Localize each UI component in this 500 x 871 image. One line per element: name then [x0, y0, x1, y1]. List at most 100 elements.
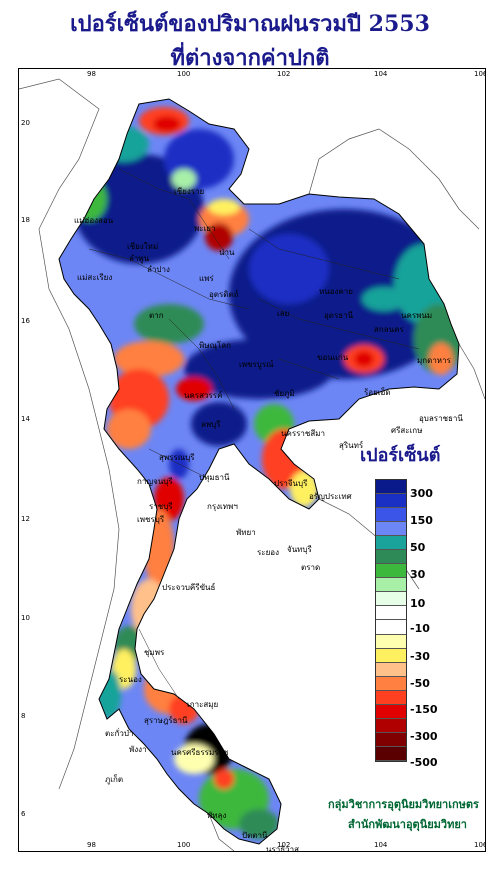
- lon-tick-98: 98: [87, 70, 96, 78]
- legend-swatch: [376, 522, 406, 537]
- city-label: เชียงราย: [174, 187, 205, 196]
- rainfall-map: [19, 78, 485, 851]
- lat-tick-6: 6: [21, 810, 26, 818]
- city-label: เพชรบุรี: [137, 515, 165, 524]
- city-label: เพชรบูรณ์: [239, 360, 274, 369]
- lon-tick-bottom-98: 98: [87, 841, 96, 849]
- legend-swatch: [376, 592, 406, 607]
- city-label: ปราจีนบุรี: [274, 479, 308, 488]
- legend-label: 150: [410, 514, 433, 527]
- lon-tick-bottom-100: 100: [177, 841, 191, 849]
- city-label: อรัญประเทศ: [309, 492, 352, 501]
- map-frame: 98 100 102 104 106 20 18 16 14 12 10 8 6…: [18, 68, 486, 852]
- myanmar-border: [19, 78, 120, 790]
- city-label: นครพนม: [401, 311, 433, 320]
- city-label: จันทบุรี: [287, 545, 312, 554]
- legend-swatch: [376, 606, 406, 621]
- city-label: พัทยา: [236, 528, 256, 537]
- legend-swatch: [376, 564, 406, 579]
- legend-label: -500: [410, 756, 438, 769]
- city-label: สุพรรณบุรี: [159, 453, 195, 462]
- city-label: พะเยา: [194, 224, 216, 233]
- credit-line2: สำนักพัฒนาอุตุนิยมวิทยา: [348, 818, 467, 831]
- legend-title: เปอร์เซ็นต์: [360, 445, 441, 466]
- city-label: ลพบุรี: [201, 420, 221, 429]
- legend-swatch: [376, 550, 406, 565]
- province-boundaries: [88, 168, 420, 700]
- legend-label: 50: [410, 541, 426, 554]
- city-label: พัทลุง: [207, 811, 227, 820]
- city-label: ปัตตานี: [242, 831, 268, 840]
- city-label: ลำปาง: [147, 265, 170, 274]
- legend-label: -150: [410, 703, 438, 716]
- city-label: นราธิวาส: [266, 845, 300, 852]
- lon-tick-106: 106: [474, 70, 485, 78]
- lat-tick-12: 12: [21, 515, 30, 523]
- legend-swatch: [376, 732, 406, 747]
- city-label: นครราชสีมา: [281, 429, 325, 438]
- city-label: สุรินทร์: [339, 441, 364, 450]
- city-label: ภูเก็ต: [105, 775, 124, 784]
- legend-swatch: [376, 494, 406, 509]
- city-label: ชัยภูมิ: [274, 389, 295, 398]
- city-label: แม่ฮ่องสอน: [74, 216, 114, 225]
- lat-tick-20: 20: [21, 119, 30, 127]
- legend-swatch: [376, 690, 406, 705]
- legend-label: -50: [410, 677, 430, 690]
- city-label: ขอนแก่น: [317, 353, 349, 362]
- city-label: กรุงเทพฯ: [207, 502, 238, 511]
- lon-tick-104: 104: [374, 70, 388, 78]
- legend-swatch: [376, 578, 406, 593]
- city-label: สกลนคร: [374, 325, 404, 334]
- city-label: นครศรีธรรมราช: [171, 748, 229, 757]
- lat-tick-14: 14: [21, 415, 30, 423]
- map-title-line1: เปอร์เซ็นต์ของปริมาณฝนรวมปี 2553: [70, 11, 430, 37]
- legend-swatch: [376, 634, 406, 649]
- city-label: ชุมพร: [144, 648, 165, 657]
- legend-swatch: [376, 508, 406, 523]
- city-label: หนองคาย: [319, 287, 353, 296]
- legend-swatch: [376, 648, 406, 663]
- city-label: ประจวบคีรีขันธ์: [162, 583, 216, 592]
- lat-tick-10: 10: [21, 614, 30, 622]
- legend-label: 300: [410, 487, 433, 500]
- legend-swatch: [376, 662, 406, 677]
- city-label: แม่สะเรียง: [77, 273, 113, 282]
- city-label: เกาะสมุย: [187, 700, 219, 709]
- city-label: สุราษฎร์ธานี: [144, 716, 188, 725]
- legend-label: -30: [410, 650, 430, 663]
- city-label: อุตรดิตถ์: [209, 290, 239, 299]
- city-label: อุบลราชธานี: [419, 414, 463, 423]
- legend-label: 10: [410, 597, 426, 610]
- legend-swatch: [376, 704, 406, 719]
- lon-tick-bottom-106: 106: [474, 841, 485, 849]
- city-label: พิษณุโลก: [199, 341, 232, 350]
- city-label: ตะกั่วป่า: [105, 729, 134, 738]
- city-label: ระนอง: [119, 675, 142, 684]
- lat-tick-16: 16: [21, 317, 30, 325]
- lon-tick-102: 102: [277, 70, 291, 78]
- city-label: ลำพูน: [129, 254, 150, 263]
- city-label: มุกดาหาร: [417, 356, 451, 365]
- city-label: น่าน: [219, 248, 235, 257]
- city-label: นครสวรรค์: [184, 391, 223, 400]
- city-label: พังงา: [129, 745, 147, 754]
- lon-tick-bottom-104: 104: [374, 841, 388, 849]
- city-label: เลย: [277, 309, 290, 318]
- legend-label: -10: [410, 622, 430, 635]
- cambodia-border: [458, 343, 485, 400]
- legend-label: 30: [410, 568, 426, 581]
- city-label: กาญจนบุรี: [137, 477, 173, 486]
- lon-tick-bottom-102: 102: [277, 841, 291, 849]
- city-label: ระยอง: [257, 548, 279, 557]
- credit-line1: กลุ่มวิชาการอุตุนิยมวิทยาเกษตร: [328, 798, 479, 811]
- city-label: ตาก: [149, 311, 164, 320]
- lat-tick-8: 8: [21, 712, 26, 720]
- legend-swatch: [376, 718, 406, 733]
- city-label: ร้อยเอ็ด: [364, 388, 391, 397]
- city-label: แพร่: [199, 274, 214, 283]
- city-label: อุดรธานี: [324, 311, 354, 320]
- legend-label: -300: [410, 730, 438, 743]
- malaysia-border: [208, 813, 235, 851]
- lat-tick-18: 18: [21, 216, 30, 224]
